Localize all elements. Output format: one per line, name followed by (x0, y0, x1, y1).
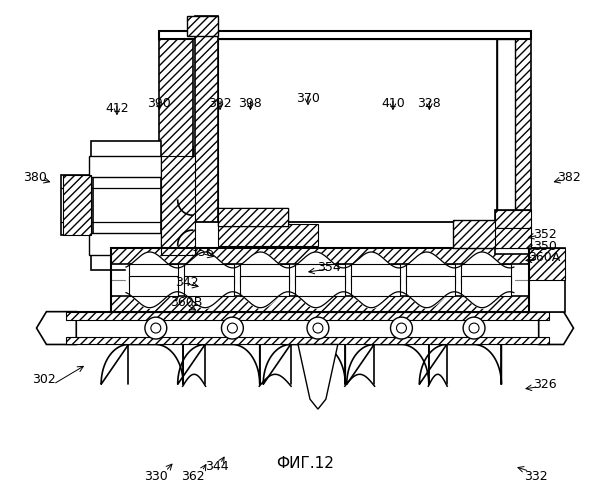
Circle shape (151, 323, 161, 333)
Text: 332: 332 (524, 470, 547, 482)
Bar (129, 276, 178, 295)
Text: 350: 350 (533, 240, 556, 252)
Circle shape (307, 317, 329, 339)
Bar (453, 220, 497, 248)
Bar (495, 228, 531, 248)
Polygon shape (91, 140, 161, 270)
Bar (495, 210, 531, 254)
Bar (406, 264, 456, 284)
Bar (159, 31, 531, 39)
Bar (66, 336, 548, 344)
Text: 412: 412 (105, 102, 129, 115)
Circle shape (313, 323, 323, 333)
Text: 390: 390 (148, 97, 171, 110)
Bar (240, 276, 289, 295)
Text: 356: 356 (190, 246, 214, 259)
Circle shape (221, 317, 243, 339)
Bar (111, 248, 529, 264)
Bar (218, 39, 497, 243)
Bar (187, 16, 218, 36)
Bar (66, 312, 548, 344)
Bar (529, 248, 564, 280)
Text: ФИГ.12: ФИГ.12 (276, 456, 334, 471)
Circle shape (145, 317, 167, 339)
Text: 382: 382 (557, 172, 581, 184)
Circle shape (390, 317, 412, 339)
Bar (184, 276, 234, 295)
Bar (218, 208, 288, 226)
Text: 370: 370 (296, 92, 320, 105)
Bar (495, 210, 531, 228)
Polygon shape (178, 344, 260, 384)
Bar (66, 312, 548, 320)
Text: 398: 398 (239, 97, 262, 110)
Bar (195, 16, 218, 265)
Circle shape (463, 317, 485, 339)
Bar (529, 248, 564, 312)
Text: 330: 330 (145, 470, 168, 482)
Text: 352: 352 (533, 228, 556, 240)
Polygon shape (264, 344, 345, 384)
Polygon shape (419, 344, 501, 384)
Text: 410: 410 (381, 97, 405, 110)
Text: 344: 344 (205, 460, 229, 473)
Polygon shape (62, 176, 93, 235)
Text: 360A: 360A (528, 251, 561, 264)
Polygon shape (101, 344, 183, 384)
Text: 392: 392 (208, 97, 232, 110)
Bar (89, 233, 161, 255)
Text: 362: 362 (181, 470, 204, 482)
Bar (351, 264, 400, 284)
Circle shape (396, 323, 406, 333)
Text: 342: 342 (175, 276, 198, 289)
Bar (461, 276, 511, 295)
Bar (240, 264, 289, 284)
Polygon shape (37, 312, 76, 344)
Bar (111, 248, 529, 312)
Bar (295, 276, 345, 295)
Bar (159, 31, 193, 260)
Circle shape (228, 323, 237, 333)
Bar (497, 31, 531, 260)
Text: 328: 328 (417, 97, 441, 110)
Bar (161, 156, 195, 255)
Bar (218, 208, 288, 226)
Polygon shape (298, 344, 338, 409)
Polygon shape (346, 344, 429, 384)
Bar (497, 39, 515, 258)
Bar (351, 276, 400, 295)
Text: 380: 380 (23, 172, 47, 184)
Polygon shape (539, 312, 573, 344)
Bar (89, 156, 161, 178)
Circle shape (469, 323, 479, 333)
Bar (129, 264, 178, 284)
Text: 360B: 360B (171, 296, 203, 308)
Text: 354: 354 (317, 261, 341, 274)
Bar (295, 264, 345, 284)
Text: 326: 326 (533, 378, 556, 391)
Bar (461, 264, 511, 284)
Bar (184, 264, 234, 284)
Bar (406, 276, 456, 295)
Text: 302: 302 (32, 373, 56, 386)
Bar (111, 296, 529, 312)
Bar (193, 222, 515, 248)
Bar (218, 224, 318, 246)
Bar (63, 176, 91, 235)
